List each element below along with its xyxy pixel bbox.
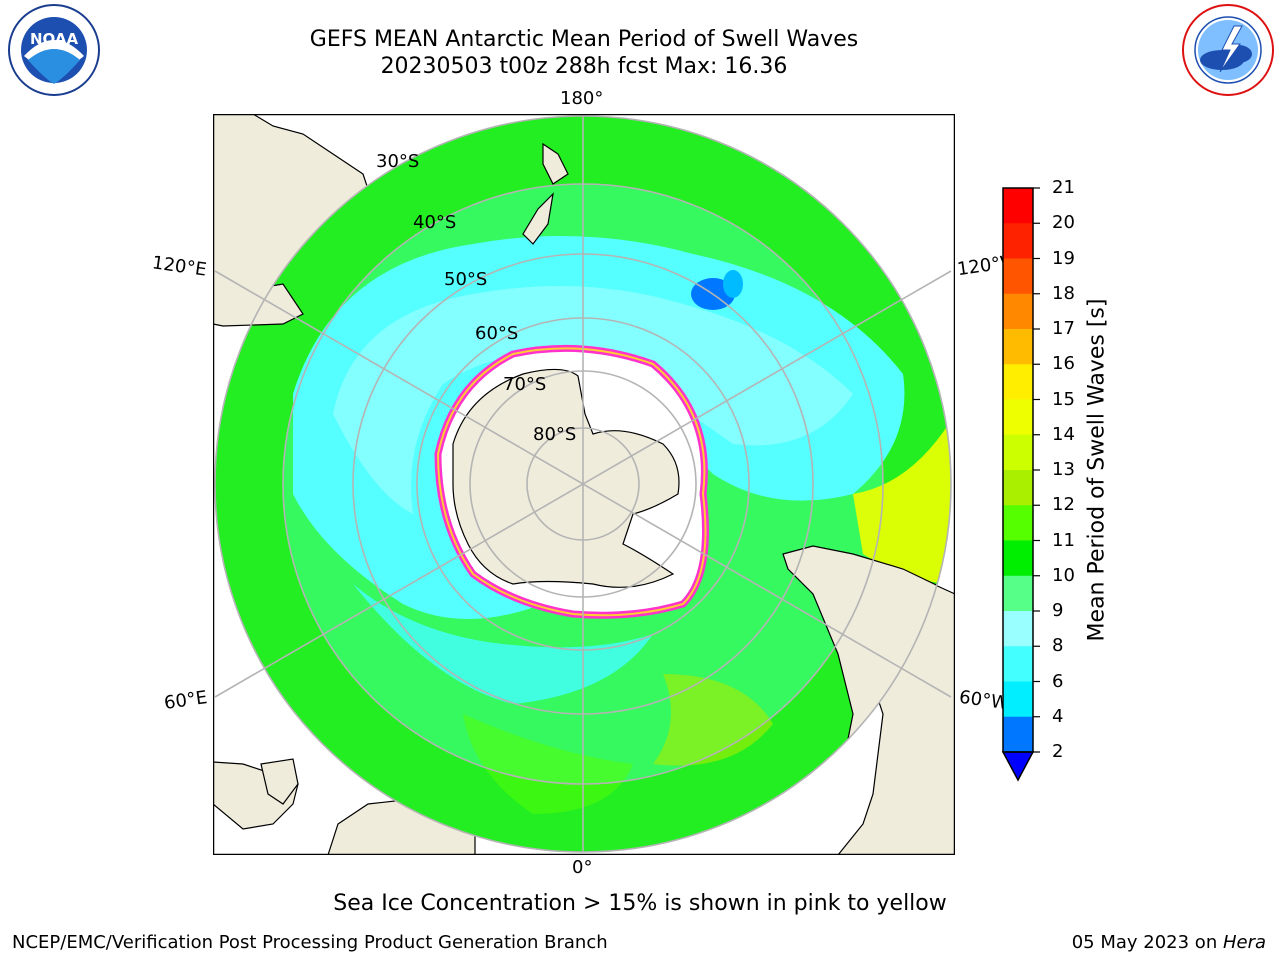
colorbar-tick-label: 16 [1052,353,1075,375]
date-text: 05 May 2023 on Hera [1072,932,1266,953]
colorbar-tick-label: 11 [1052,529,1075,551]
lat-label-30s: 30°S [376,151,420,172]
national-weather-service-logo-icon [1182,4,1274,96]
colorbar-tick-label: 21 [1052,177,1075,198]
colorbar-tick-label: 8 [1052,635,1064,657]
antarctic-map [213,114,955,855]
colorbar-band [1003,505,1033,541]
colorbar-band [1003,223,1033,259]
colorbar-frame [1002,187,1034,753]
colorbar-band [1003,716,1033,753]
host-name: Hera [1222,932,1266,953]
noaa-logo-icon: NOAA [8,4,100,96]
colorbar-tick-label: 12 [1052,494,1075,516]
colorbar-tick-label: 19 [1052,247,1075,269]
colorbar-tick-label: 15 [1052,388,1075,410]
map-subtitle: 20230503 t00z 288h fcst Max: 16.36 [380,54,788,79]
colorbar-tick-label: 13 [1052,459,1075,480]
lat-label-80s: 80°S [533,424,577,445]
map-frame [213,114,955,855]
colorbar-tick-label: 2 [1052,741,1064,762]
colorbar-band [1003,611,1033,647]
colorbar [1001,187,1040,782]
colorbar-band [1003,258,1033,295]
lat-label-40s: 40°S [413,212,457,233]
credit-text: NCEP/EMC/Verification Post Processing Pr… [12,932,608,953]
colorbar-tick-label: 18 [1052,282,1075,304]
lat-label-50s: 50°S [444,269,488,290]
lon-label-180: 180° [560,88,604,109]
colorbar-band [1003,681,1033,718]
colorbar-band [1003,470,1033,506]
colorbar-band [1003,575,1033,612]
colorbar-extend-arrow [1001,751,1035,782]
colorbar-tick-label: 14 [1052,423,1075,445]
date-label: 05 May 2023 on [1071,932,1223,953]
colorbar-ticks: 21 20 19 18 17 16 15 14 13 12 11 10 9 8 6 4 2 [1052,177,1092,780]
colorbar-band [1003,364,1033,400]
colorbar-tick-label: 6 [1052,670,1064,692]
colorbar-band [1003,646,1033,682]
sea-ice-caption: Sea Ice Concentration > 15% is shown in … [333,891,947,916]
colorbar-band [1003,399,1033,436]
colorbar-label: Mean Period of Swell Waves [s] [1084,298,1110,642]
colorbar-band [1003,434,1033,471]
colorbar-band [1003,188,1033,224]
colorbar-band [1003,329,1033,365]
noaa-logo: NOAA [4,4,104,96]
map-title: GEFS MEAN Antarctic Mean Period of Swell… [309,27,859,52]
lon-label-0: 0° [572,857,593,878]
antarctica [452,368,680,588]
lon-label-120e: 120°E [150,252,208,281]
colorbar-band [1003,540,1033,577]
colorbar-tick-label: 17 [1052,318,1075,339]
noaa-logo-text: NOAA [30,30,79,48]
colorbar-tick-label: 20 [1052,212,1075,234]
colorbar-tick-label: 10 [1052,564,1075,586]
lon-label-60e: 60°E [162,687,209,714]
colorbar-tick-label: 4 [1052,705,1064,727]
lat-label-60s: 60°S [475,323,519,344]
lat-label-70s: 70°S [503,374,547,395]
colorbar-band [1003,293,1033,330]
graticule [214,115,952,853]
nws-logo [1178,4,1278,96]
colorbar-tick-label: 9 [1052,600,1064,621]
